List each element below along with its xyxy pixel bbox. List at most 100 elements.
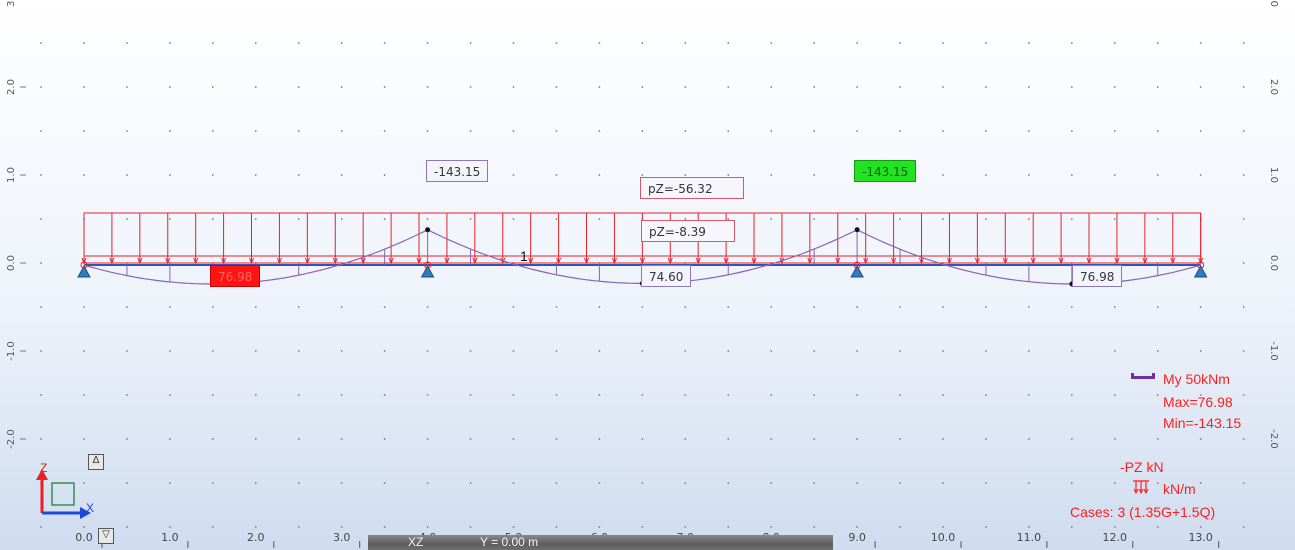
grid-dot bbox=[684, 218, 687, 220]
grid-dot bbox=[1113, 350, 1116, 352]
grid-dot bbox=[598, 306, 601, 308]
grid-dot bbox=[169, 438, 171, 440]
grid-dot bbox=[985, 394, 987, 396]
grid-dot bbox=[169, 306, 171, 308]
grid-dot bbox=[942, 438, 944, 440]
load-arrow-head bbox=[304, 257, 310, 265]
grid-dot bbox=[1156, 394, 1159, 396]
supports bbox=[77, 261, 1208, 278]
legend-cases: Cases: 3 (1.35G+1.5Q) bbox=[1070, 504, 1216, 520]
grid-dot bbox=[340, 350, 343, 352]
grid-dot bbox=[469, 482, 472, 484]
view-toggle-top[interactable]: Δ bbox=[88, 454, 104, 470]
grid-dot bbox=[169, 218, 171, 220]
grid-dot bbox=[641, 394, 644, 396]
view-plane[interactable]: XZ bbox=[408, 535, 424, 549]
grid-dot bbox=[469, 526, 472, 528]
grid-dot bbox=[1242, 482, 1245, 484]
grid-dot bbox=[426, 526, 429, 528]
grid-dot bbox=[1028, 526, 1030, 528]
y-tick-label-left: -2.0 bbox=[6, 429, 17, 449]
grid-dot bbox=[169, 350, 171, 352]
load-arrow-head bbox=[1058, 257, 1064, 265]
grid-dot bbox=[1070, 438, 1073, 440]
grid-dot bbox=[340, 174, 343, 176]
node-marker bbox=[80, 261, 88, 269]
load-arrow-head bbox=[584, 257, 589, 265]
grid-dot bbox=[512, 130, 515, 132]
grid-dot bbox=[512, 438, 515, 440]
grid-dot bbox=[426, 482, 429, 484]
grid-dot bbox=[641, 306, 644, 308]
span-moment-label-left: 76.98 bbox=[210, 265, 261, 287]
load-arrow-head bbox=[1114, 257, 1120, 265]
grid-dot bbox=[1028, 130, 1030, 132]
grid-dot bbox=[727, 130, 730, 132]
grid-dot bbox=[383, 438, 386, 440]
grid-dot bbox=[813, 350, 816, 352]
grid-dot bbox=[856, 86, 858, 88]
grid-dot bbox=[126, 42, 128, 44]
load-arrow-head bbox=[528, 257, 534, 265]
grid-dot bbox=[1156, 482, 1159, 484]
grid-dot bbox=[727, 42, 730, 44]
grid-dot bbox=[899, 526, 901, 528]
grid-dot bbox=[83, 526, 85, 528]
grid-dot bbox=[555, 130, 558, 132]
x-tick-label: 9.0 bbox=[848, 531, 866, 544]
view-toggle-bottom[interactable]: ▽ bbox=[98, 528, 114, 544]
grid-dot bbox=[126, 130, 128, 132]
grid-dot bbox=[1113, 130, 1116, 132]
load-arrow-head bbox=[388, 257, 394, 265]
x-tick-label: 3.0 bbox=[333, 531, 351, 544]
grid-dot bbox=[1113, 526, 1116, 528]
node-marker bbox=[853, 261, 861, 269]
grid-dot bbox=[83, 394, 85, 396]
grid-dot bbox=[83, 130, 85, 132]
grid-dot bbox=[211, 130, 214, 132]
grid-dot bbox=[426, 438, 429, 440]
load-arrow-head bbox=[667, 257, 673, 265]
grid-dot bbox=[985, 86, 987, 88]
grid-dot bbox=[856, 482, 858, 484]
grid-dot bbox=[254, 350, 257, 352]
grid-dot bbox=[641, 526, 644, 528]
load-arrow-head bbox=[416, 257, 422, 265]
grid-dot bbox=[211, 438, 214, 440]
grid-dot bbox=[211, 306, 214, 308]
grid-dot bbox=[555, 482, 558, 484]
grid-dot bbox=[340, 526, 343, 528]
grid-dot bbox=[598, 130, 601, 132]
grid-dot bbox=[1242, 130, 1245, 132]
x-tick-label: 13.0 bbox=[1188, 531, 1213, 544]
grid-dot bbox=[1113, 42, 1116, 44]
x-axis-label: X bbox=[86, 501, 94, 515]
grid-dot bbox=[727, 482, 730, 484]
grid-dot bbox=[942, 174, 944, 176]
grid-dot bbox=[598, 350, 601, 352]
grid-dot bbox=[684, 350, 687, 352]
grid-dot bbox=[899, 42, 901, 44]
grid-dot bbox=[126, 350, 128, 352]
grid-dot bbox=[598, 438, 601, 440]
grid-dot bbox=[770, 42, 773, 44]
grid-dot bbox=[555, 306, 558, 308]
load-arrow-head bbox=[1142, 257, 1148, 265]
grid-dot bbox=[770, 526, 773, 528]
grid-dot bbox=[555, 438, 558, 440]
grid-dot bbox=[169, 86, 171, 88]
load-arrow-head bbox=[611, 257, 617, 265]
grid-dot bbox=[340, 306, 343, 308]
grid-dot bbox=[1028, 42, 1030, 44]
y-tick-label-right: -2.0 bbox=[1268, 429, 1279, 449]
grid-dot bbox=[1070, 394, 1073, 396]
grid-dot bbox=[899, 438, 901, 440]
grid-dot bbox=[684, 482, 687, 484]
grid-dot bbox=[297, 42, 300, 44]
span-moment-label-mid: 74.60 bbox=[641, 265, 692, 287]
grid-dot bbox=[512, 306, 515, 308]
legend-min: Min=-143.15 bbox=[1163, 415, 1242, 431]
grid-dot bbox=[211, 526, 214, 528]
grid-dot bbox=[1156, 218, 1159, 220]
